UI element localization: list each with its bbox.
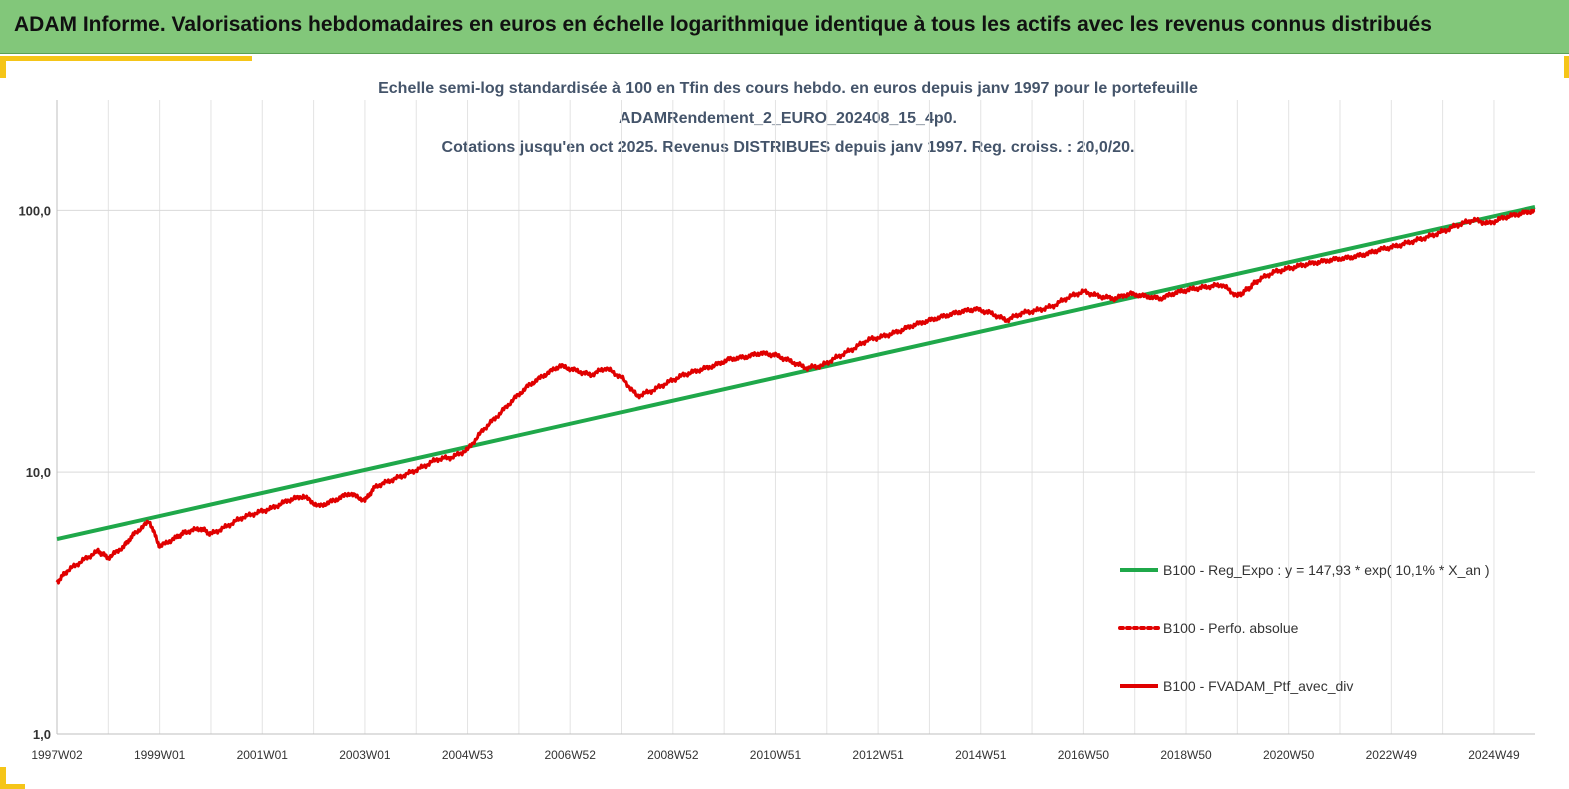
frame-accent-top-right	[1564, 56, 1569, 78]
chart-grid	[56, 100, 1535, 735]
header-banner: ADAM Informe. Valorisations hebdomadaire…	[0, 0, 1569, 54]
legend-label: B100 - Perfo. absolue	[1163, 620, 1299, 636]
x-tick-label: 2020W50	[1263, 748, 1315, 762]
series-line-2	[55, 208, 1536, 585]
frame-accent-bottom-left	[0, 767, 6, 789]
chart-legend: B100 - Reg_Expo : y = 147,93 * exp( 10,1…	[1118, 562, 1489, 694]
x-tick-label: 2008W52	[647, 748, 699, 762]
frame-accent-top-left	[0, 56, 6, 78]
chart-title: Echelle semi-log standardisée à 100 en T…	[378, 80, 1198, 156]
x-tick-label: 2022W49	[1366, 748, 1418, 762]
chart-title-line-1: Echelle semi-log standardisée à 100 en T…	[378, 80, 1198, 97]
frame-accent-top	[0, 56, 252, 61]
x-tick-label: 2006W52	[545, 748, 597, 762]
page-title: ADAM Informe. Valorisations hebdomadaire…	[14, 13, 1432, 36]
x-tick-label: 2012W51	[852, 748, 904, 762]
x-tick-label: 2014W51	[955, 748, 1007, 762]
legend-label: B100 - Reg_Expo : y = 147,93 * exp( 10,1…	[1163, 562, 1489, 578]
x-tick-label: 2024W49	[1468, 748, 1520, 762]
chart-series	[55, 205, 1536, 585]
x-tick-label: 2016W50	[1058, 748, 1110, 762]
x-tick-label: 2010W51	[750, 748, 802, 762]
x-tick-label: 2018W50	[1160, 748, 1212, 762]
chart-axes: 1,0 10,0 100,0 1997W02 1999W01 2001W01 2003W01…	[18, 100, 1535, 762]
y-tick-label: 10,0	[26, 465, 51, 480]
x-tick-label: 1997W02	[31, 748, 83, 762]
x-tick-label: 2004W53	[442, 748, 494, 762]
x-tick-label: 2003W01	[339, 748, 391, 762]
y-tick-label: 100,0	[18, 203, 51, 218]
y-tick-label: 1,0	[33, 727, 51, 742]
series-line-0	[56, 205, 1536, 542]
frame-accent-bottom	[0, 784, 25, 789]
x-tick-label: 2001W01	[237, 748, 289, 762]
legend-label: B100 - FVADAM_Ptf_avec_div	[1163, 678, 1353, 694]
chart-title-line-2: ADAMRendement_2_EURO_202408_15_4p0.	[619, 110, 957, 127]
x-tick-label: 1999W01	[134, 748, 186, 762]
chart-title-line-3: Cotations jusqu'en oct 2025. Revenus DIS…	[442, 139, 1135, 156]
